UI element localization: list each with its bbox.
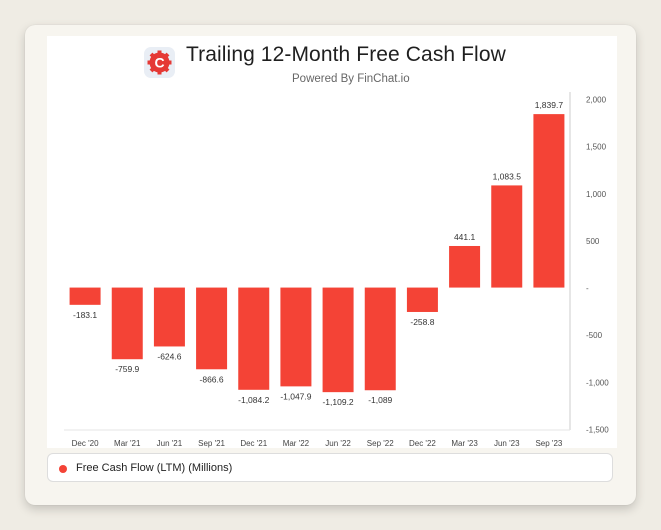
legend-marker bbox=[59, 465, 67, 473]
bar-1 bbox=[111, 287, 143, 360]
y-tick-label: 500 bbox=[586, 237, 600, 246]
data-label: -624.6 bbox=[157, 351, 181, 361]
y-tick-label: -500 bbox=[586, 331, 603, 340]
chart-subtitle: Powered By FinChat.io bbox=[292, 73, 410, 85]
data-label: 441.1 bbox=[454, 232, 476, 242]
x-tick-label: Sep '21 bbox=[198, 439, 225, 448]
x-tick-label: Sep '22 bbox=[367, 439, 394, 448]
x-tick-label: Mar '21 bbox=[114, 439, 141, 448]
bar-5 bbox=[280, 287, 312, 387]
bar-10 bbox=[491, 185, 523, 288]
y-tick-label: 1,500 bbox=[586, 143, 607, 152]
x-tick-label: Sep '23 bbox=[535, 439, 562, 448]
x-tick-label: Jun '21 bbox=[157, 439, 183, 448]
bar-8 bbox=[406, 287, 438, 312]
data-label: -866.6 bbox=[200, 374, 224, 384]
y-tick-label: 1,000 bbox=[586, 190, 607, 199]
x-tick-label: Mar '23 bbox=[451, 439, 478, 448]
y-tick-label: -1,000 bbox=[586, 378, 609, 387]
bar-3 bbox=[196, 287, 228, 370]
bar-4 bbox=[238, 287, 270, 390]
bar-6 bbox=[322, 287, 354, 393]
data-label: 1,839.7 bbox=[535, 100, 564, 110]
bar-11 bbox=[533, 114, 565, 288]
data-label: -1,089 bbox=[368, 395, 392, 405]
legend[interactable]: Free Cash Flow (LTM) (Millions) bbox=[47, 453, 613, 482]
x-tick-label: Dec '20 bbox=[72, 439, 99, 448]
data-label: -1,047.9 bbox=[280, 391, 311, 401]
x-tick-label: Dec '21 bbox=[240, 439, 267, 448]
bar-9 bbox=[449, 245, 481, 288]
finchat-logo-icon: C bbox=[144, 47, 175, 78]
y-tick-label: 2,000 bbox=[586, 96, 607, 105]
y-tick-label: - bbox=[586, 284, 589, 293]
data-label: -258.8 bbox=[410, 317, 434, 327]
legend-label: Free Cash Flow (LTM) (Millions) bbox=[76, 462, 233, 474]
data-label: -1,109.2 bbox=[322, 397, 353, 407]
x-tick-label: Dec '22 bbox=[409, 439, 436, 448]
logo-letter: C bbox=[154, 55, 164, 71]
bar-7 bbox=[364, 287, 396, 391]
bar-2 bbox=[153, 287, 185, 347]
data-label: 1,083.5 bbox=[493, 171, 522, 181]
data-label: -759.9 bbox=[115, 364, 139, 374]
x-tick-label: Mar '22 bbox=[283, 439, 310, 448]
bar-0 bbox=[69, 287, 101, 305]
x-tick-label: Jun '22 bbox=[325, 439, 351, 448]
chart-title: Trailing 12-Month Free Cash Flow bbox=[186, 43, 506, 66]
x-tick-label: Jun '23 bbox=[494, 439, 520, 448]
y-tick-label: -1,500 bbox=[586, 426, 609, 435]
data-label: -1,084.2 bbox=[238, 395, 269, 405]
data-label: -183.1 bbox=[73, 310, 97, 320]
